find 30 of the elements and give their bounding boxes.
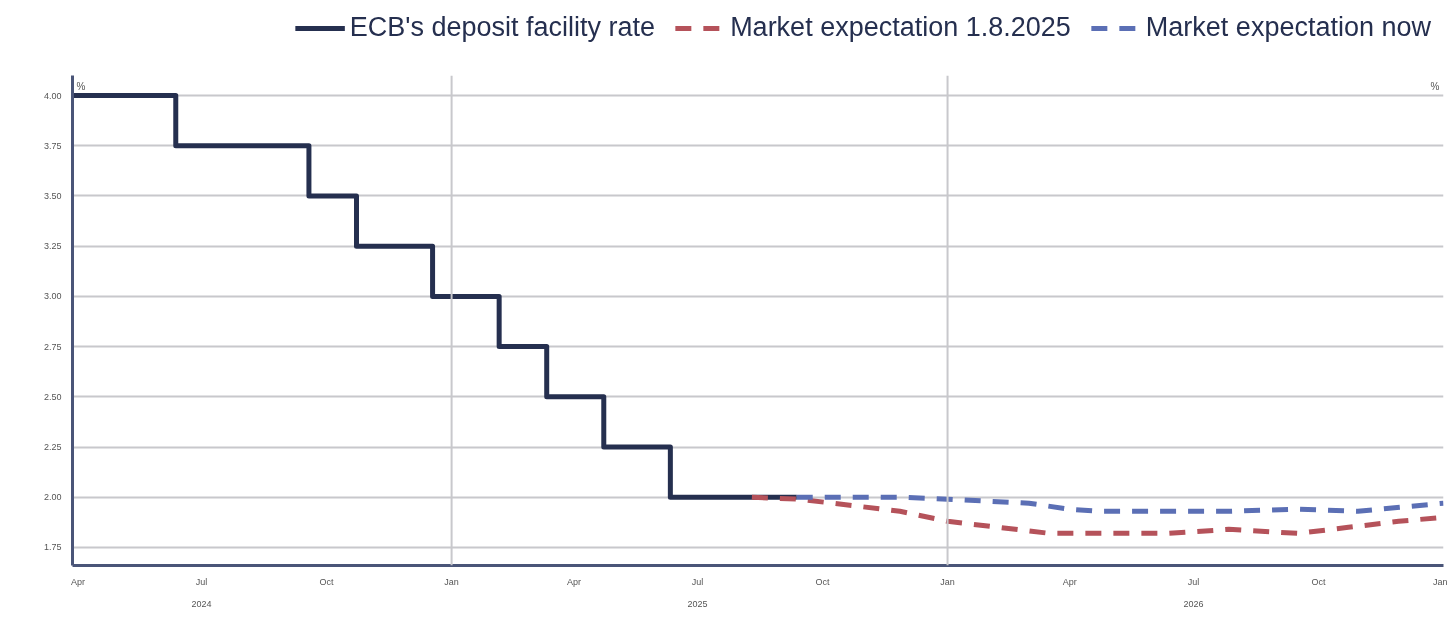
y-tick-label: 4.00 [43, 90, 62, 101]
x-tick-label: Jul [1187, 576, 1200, 587]
y2-axis-title: % [1430, 80, 1440, 92]
x-tick-label: Apr [70, 576, 85, 587]
y-tick-label: 2.25 [43, 442, 62, 453]
x-tick-label: Jul [195, 576, 208, 587]
y-tick-label: 3.25 [43, 241, 62, 252]
x2-tick-label: 2026 [1183, 598, 1204, 609]
y-tick-label: 2.75 [43, 341, 62, 352]
x-tick-label: Jan [444, 576, 459, 587]
x2-tick-label: 2024 [191, 598, 212, 609]
y-tick-label: 3.50 [43, 190, 62, 201]
x-tick-label: Apr [1062, 576, 1077, 587]
y-tick-label: 3.00 [43, 291, 62, 302]
y-axis-title: % [76, 80, 86, 92]
x2-tick-label: 2025 [687, 598, 708, 609]
x-tick-label: Oct [319, 576, 335, 587]
legend-label: Market expectation 1.8.2025 [730, 12, 1071, 43]
y-tick-label: 2.00 [43, 492, 62, 503]
x-tick-label: Jan [940, 576, 955, 587]
y-tick-label: 2.50 [43, 391, 62, 402]
x-tick-label: Oct [1311, 576, 1326, 587]
x-tick-label: Apr [566, 576, 581, 587]
x-tick-label: Jan [1432, 576, 1447, 587]
y-tick-label: 3.75 [43, 140, 62, 151]
legend-label: ECB's deposit facility rate [349, 12, 656, 43]
y-tick-label: 1.75 [43, 542, 62, 553]
x-tick-label: Oct [815, 576, 831, 587]
legend-label: Market expectation now [1145, 12, 1431, 43]
x-tick-label: Jul [691, 576, 704, 587]
